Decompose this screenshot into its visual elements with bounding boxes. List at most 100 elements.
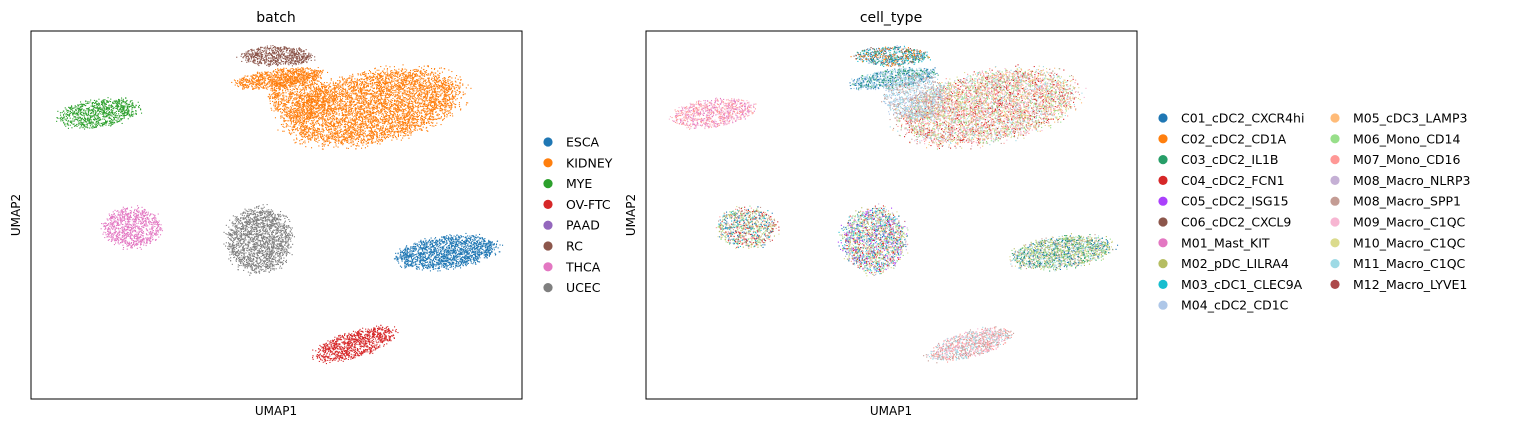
legend-marker [1330,134,1340,144]
legend-item: UCEC [543,280,601,295]
panel-cell-type: cell_type UMAP1 UMAP2 C01_cDC2_CXCR4hiC0… [624,10,1471,418]
legend-item: M12_Macro_LYVE1 [1330,277,1467,292]
y-axis-label-cell-type: UMAP2 [624,194,638,236]
legend-label: RC [566,239,583,254]
panel-title-cell-type: cell_type [860,10,922,26]
legend-label: M11_Macro_C1QC [1353,256,1466,271]
x-axis-label-batch: UMAP1 [255,404,297,418]
legend-marker [1330,175,1340,185]
point-cluster [1009,233,1119,272]
legend-label: M04_cDC2_CD1C [1181,298,1289,313]
legend-marker [1330,238,1340,248]
legend-label: M12_Macro_LYVE1 [1353,277,1467,292]
plot-frame-cell-type [645,30,1138,400]
legend-item: M04_cDC2_CD1C [1158,298,1289,313]
legend-label: UCEC [566,280,601,295]
legend-item: M06_Mono_CD14 [1330,131,1460,146]
panel-title-batch: batch [256,10,296,26]
legend-marker [1158,196,1168,206]
legend-marker [543,179,553,189]
legend-item: THCA [543,259,601,274]
scatter-points-cell-type [668,45,1119,364]
legend-item: M11_Macro_C1QC [1330,256,1466,271]
legend-marker [543,241,553,251]
point-cluster [236,45,316,67]
legend-label: M09_Macro_C1QC [1353,215,1466,230]
legend-marker [543,199,553,209]
legend-marker [543,158,553,168]
legend-label: M10_Macro_C1QC [1353,235,1466,250]
legend-item: PAAD [543,218,600,233]
point-cluster [923,326,1015,364]
panel-batch: batch UMAP1 UMAP2 ESCA KIDNEY MYE OV-FTC PAA… [9,10,613,418]
legend-label: PAAD [566,218,600,233]
legend-label: MYE [566,176,592,191]
legend-marker [543,220,553,230]
legend-marker [1330,279,1340,289]
legend-marker [1158,300,1168,310]
legend-marker [543,283,553,293]
legend-item: C04_cDC2_FCN1 [1158,173,1285,188]
legend-item: C06_cDC2_CXCL9 [1158,215,1291,230]
x-axis-label-cell-type: UMAP1 [870,404,912,418]
legend-marker [1158,217,1168,227]
legend-item: KIDNEY [543,155,613,170]
legend-item: M08_Macro_SPP1 [1330,194,1461,209]
legend-marker [1330,259,1340,269]
legend-item: C02_cDC2_CD1A [1158,131,1287,146]
legend-item: M10_Macro_C1QC [1330,235,1466,250]
point-cluster [223,204,295,276]
legend-marker [1158,279,1168,289]
legend-label: C01_cDC2_CXCR4hi [1181,111,1304,126]
point-cluster [837,203,909,277]
legend-label: M02_pDC_LILRA4 [1181,256,1289,271]
legend-marker [1158,259,1168,269]
legend-item: M08_Macro_NLRP3 [1330,173,1471,188]
legend-label: C04_cDC2_FCN1 [1181,173,1285,188]
legend-label: ESCA [566,135,600,150]
legend-label: M06_Mono_CD14 [1353,131,1460,146]
legend-label: OV-FTC [566,197,611,212]
legend-marker [1158,134,1168,144]
legend-marker [1330,113,1340,123]
legend-label: C02_cDC2_CD1A [1181,131,1287,146]
scatter-points-batch [56,45,504,365]
legend-item: MYE [543,176,592,191]
legend-marker [1158,175,1168,185]
legend-marker [1158,155,1168,165]
point-cluster [393,232,504,272]
legend-label: C06_cDC2_CXCL9 [1181,215,1291,230]
legend-batch: ESCA KIDNEY MYE OV-FTC PAAD RC THCA UCEC [543,135,613,295]
point-cluster [881,71,948,123]
legend-marker [543,137,553,147]
legend-item: M01_Mast_KIT [1158,235,1270,250]
point-cluster [267,71,332,124]
legend-label: M07_Mono_CD16 [1353,152,1460,167]
legend-item: M03_cDC1_CLEC9A [1158,277,1303,292]
legend-item: M07_Mono_CD16 [1330,152,1460,167]
legend-marker [1330,155,1340,165]
legend-cell-type: C01_cDC2_CXCR4hi C02_cDC2_CD1A C03_cDC2_IL… [1158,111,1471,313]
point-cluster [715,205,780,249]
legend-label: THCA [565,259,601,274]
legend-label: M08_Macro_SPP1 [1353,194,1461,209]
legend-marker [1330,196,1340,206]
point-cluster [100,205,163,250]
legend-marker [1158,113,1168,123]
legend-item: C03_cDC2_IL1B [1158,152,1279,167]
legend-marker [543,262,553,272]
legend-label: M05_cDC3_LAMP3 [1353,111,1467,126]
plot-frame-batch [30,30,523,400]
legend-item: ESCA [543,135,600,150]
legend-marker [1330,217,1340,227]
legend-marker [1158,238,1168,248]
legend-item: M05_cDC3_LAMP3 [1330,111,1467,126]
point-cluster [312,324,399,365]
point-cluster [850,45,931,67]
legend-label: C05_cDC2_ISG15 [1181,194,1289,209]
legend-label: M03_cDC1_CLEC9A [1181,277,1303,292]
legend-item: OV-FTC [543,197,611,212]
legend-item: C01_cDC2_CXCR4hi [1158,111,1304,126]
legend-item: C05_cDC2_ISG15 [1158,194,1289,209]
